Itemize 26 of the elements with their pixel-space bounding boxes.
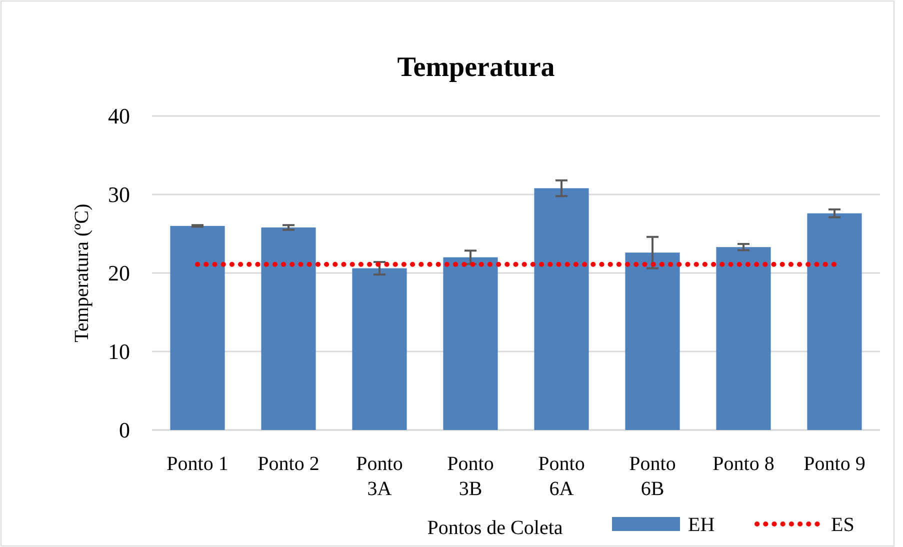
x-tick-label: Ponto 6A <box>538 453 585 500</box>
x-axis-title: Pontos de Coleta <box>427 517 563 539</box>
bar <box>443 257 498 430</box>
bar <box>534 188 589 430</box>
bar <box>716 247 771 430</box>
legend-label: EH <box>688 514 715 536</box>
x-tick-label: Ponto 2 <box>258 453 320 475</box>
y-tick-label: 10 <box>108 339 130 364</box>
bar <box>352 268 407 430</box>
x-tick-label: Ponto 1 <box>166 453 228 475</box>
legend-label: ES <box>831 514 854 536</box>
y-tick-label: 0 <box>119 418 130 443</box>
x-tick-label: Ponto 6B <box>629 453 676 500</box>
x-tick-label: Ponto 8 <box>712 453 774 475</box>
bar <box>170 226 225 430</box>
x-tick-label: Ponto 3A <box>356 453 403 500</box>
y-tick-label: 20 <box>108 260 130 286</box>
x-tick-label: Ponto 3B <box>447 453 494 500</box>
y-tick-label: 40 <box>108 104 130 129</box>
bar <box>807 213 862 430</box>
bar <box>261 227 316 430</box>
x-tick-label: Ponto 9 <box>804 453 866 475</box>
bar <box>625 252 680 430</box>
y-axis-title: Temperatura (ºC) <box>71 204 93 342</box>
y-tick-label: 30 <box>108 182 130 208</box>
chart-title: Temperatura <box>397 52 555 83</box>
